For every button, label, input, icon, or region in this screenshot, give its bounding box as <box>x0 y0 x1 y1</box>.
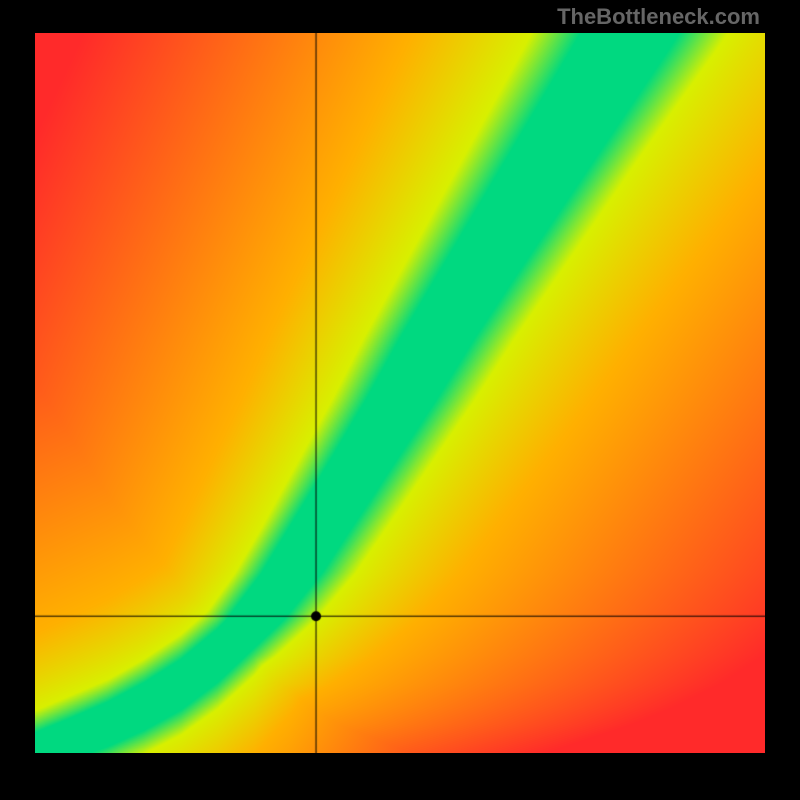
watermark-text: TheBottleneck.com <box>557 4 760 30</box>
bottleneck-heatmap <box>35 33 765 753</box>
